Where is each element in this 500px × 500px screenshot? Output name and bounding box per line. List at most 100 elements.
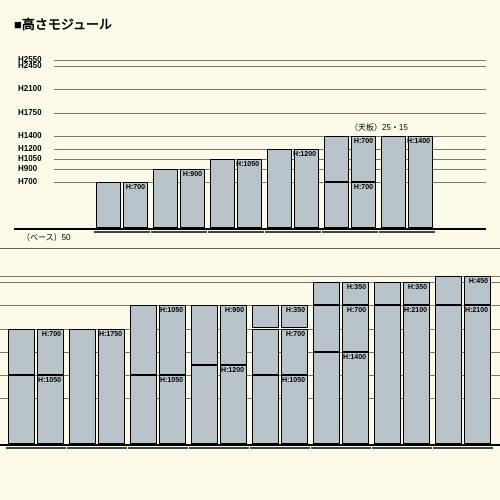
cabinet: H:350 (281, 305, 308, 328)
cabinet: H:700 (281, 329, 308, 375)
cabinet (313, 352, 340, 444)
cabinet-height-label: H:1050 (282, 377, 305, 384)
cabinet-height-label: H:1050 (236, 161, 259, 168)
cabinet-height-label: H:1200 (293, 151, 316, 158)
cabinet (381, 136, 406, 228)
cabinet: H:1200 (294, 149, 319, 228)
floor-line (0, 444, 500, 446)
cabinet-height-label: H:700 (42, 331, 61, 338)
cabinet: H:350 (342, 282, 369, 305)
cabinet-base (128, 447, 188, 449)
cabinet: H:700 (123, 182, 148, 228)
cabinet: H:450 (464, 276, 491, 306)
cabinet-base (250, 447, 310, 449)
cabinet (96, 182, 121, 228)
cabinet-base (433, 447, 493, 449)
upper-panel: ■高さモジュールH700H900H1050H1200H1400H1750H210… (0, 10, 500, 238)
y-axis-label: H1750 (18, 108, 42, 117)
cabinet (435, 305, 462, 444)
cabinet: H:350 (403, 282, 430, 305)
cabinet (267, 149, 292, 228)
cabinet-height-label: H:700 (286, 331, 305, 338)
cabinet: H:1750 (98, 329, 125, 445)
cabinet: H:700 (37, 329, 64, 375)
cabinet-height-label: H:350 (408, 284, 427, 291)
y-axis-label: H1200 (18, 144, 42, 153)
cabinet (191, 365, 218, 444)
cabinet (313, 305, 340, 351)
cabinet-height-label: H:1400 (407, 138, 430, 145)
cabinet-height-label: H:1050 (160, 307, 183, 314)
cabinet: H:900 (180, 169, 205, 228)
cabinet-height-label: H:350 (347, 284, 366, 291)
cabinet-base (6, 447, 66, 449)
cabinet (435, 276, 462, 306)
top-note: （天板）25・15 (350, 122, 408, 133)
cabinet: H:1050 (281, 375, 308, 444)
cabinet (8, 375, 35, 444)
cabinet-height-label: H:450 (469, 278, 488, 285)
cabinet-base (189, 447, 249, 449)
cabinet-height-label: H:350 (286, 307, 305, 314)
cabinet: H:700 (351, 182, 376, 228)
cabinet-base (94, 231, 150, 233)
cabinet (130, 305, 157, 374)
y-axis-label: H1400 (18, 131, 42, 140)
gridline (54, 66, 486, 67)
y-axis-label: H700 (18, 177, 37, 186)
gridline (0, 276, 500, 277)
cabinet-base (372, 447, 432, 449)
cabinet-height-label: H:1050 (160, 377, 183, 384)
cabinet: H:2100 (464, 305, 491, 444)
cabinet-base (151, 231, 207, 233)
cabinet: H:1400 (408, 136, 433, 228)
cabinet-height-label: H:700 (347, 307, 366, 314)
cabinet-base (67, 447, 127, 449)
cabinet (374, 282, 401, 305)
cabinet (210, 159, 235, 228)
cabinet-height-label: H:700 (354, 184, 373, 191)
lower-panel: H:1050 H:700 H:1750 H:1050 H:1050 H:1200 H:900… (0, 248, 500, 473)
cabinet-height-label: H:2100 (465, 307, 488, 314)
cabinet (8, 329, 35, 375)
cabinet: H:2100 (403, 305, 430, 444)
gridline (54, 89, 486, 90)
floor-line (14, 228, 486, 230)
cabinet: H:900 (220, 305, 247, 364)
cabinet-base (322, 231, 378, 233)
cabinet (191, 305, 218, 364)
cabinet: H:700 (351, 136, 376, 182)
cabinet: H:1050 (237, 159, 262, 228)
base-note: （ベース）50 (22, 232, 71, 243)
cabinet (252, 375, 279, 444)
cabinet-height-label: H:700 (126, 184, 145, 191)
cabinet: H:1200 (220, 365, 247, 444)
cabinet: H:700 (342, 305, 369, 351)
cabinet-height-label: H:2100 (404, 307, 427, 314)
cabinet-height-label: H:1750 (99, 331, 122, 338)
cabinet (153, 169, 178, 228)
gridline (54, 60, 486, 61)
cabinet (374, 305, 401, 444)
cabinet: H:1050 (159, 375, 186, 444)
cabinet: H:1050 (37, 375, 64, 444)
cabinet (324, 136, 349, 182)
cabinet (252, 329, 279, 375)
cabinet-base (379, 231, 435, 233)
cabinet: H:1400 (342, 352, 369, 444)
cabinet-height-label: H:900 (225, 307, 244, 314)
cabinet-base (265, 231, 321, 233)
gridline (54, 113, 486, 114)
cabinet: H:1050 (159, 305, 186, 374)
cabinet (252, 305, 279, 328)
cabinet-height-label: H:1400 (343, 354, 366, 361)
cabinet (130, 375, 157, 444)
cabinet (313, 282, 340, 305)
cabinet-height-label: H:700 (354, 138, 373, 145)
diagram-title: ■高さモジュール (14, 14, 112, 33)
cabinet-height-label: H:1200 (221, 367, 244, 374)
cabinet (324, 182, 349, 228)
cabinet-height-label: H:900 (183, 171, 202, 178)
cabinet-base (208, 231, 264, 233)
cabinet-height-label: H:1050 (38, 377, 61, 384)
